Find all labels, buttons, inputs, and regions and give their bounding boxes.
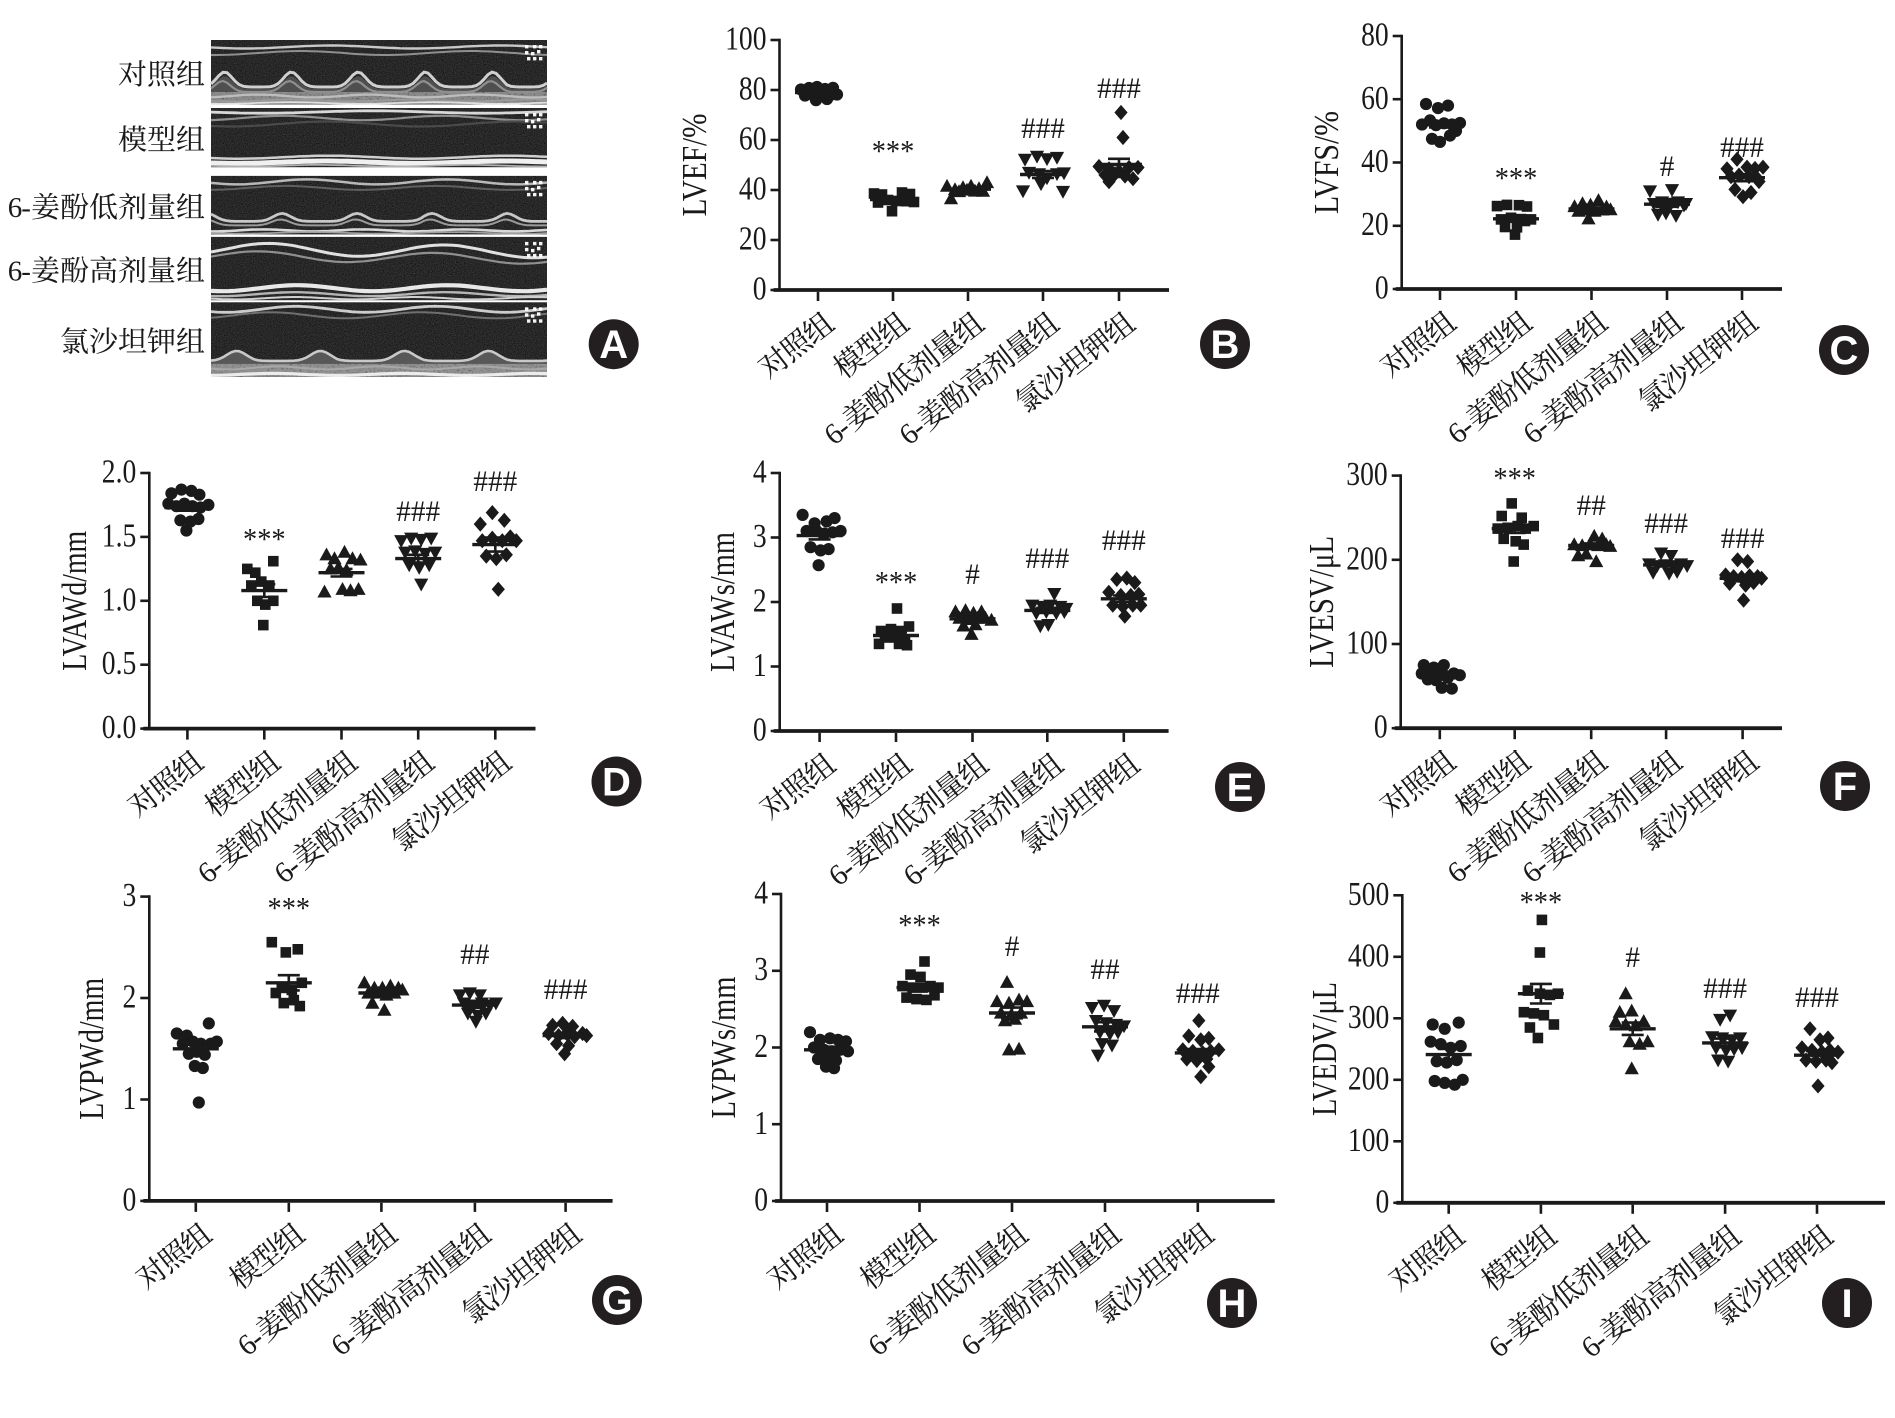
svg-text:C: C bbox=[1830, 329, 1859, 373]
svg-text:***: *** bbox=[1495, 160, 1538, 195]
svg-text:1.5: 1.5 bbox=[102, 517, 137, 554]
svg-text:###: ### bbox=[1021, 112, 1065, 145]
svg-text:100: 100 bbox=[1346, 625, 1387, 662]
svg-text:F: F bbox=[1833, 765, 1857, 809]
svg-text:0: 0 bbox=[1375, 270, 1389, 307]
svg-text:40: 40 bbox=[739, 171, 767, 208]
svg-text:LVAWs/mm: LVAWs/mm bbox=[703, 532, 742, 672]
svg-text:##: ## bbox=[460, 938, 489, 971]
svg-text:400: 400 bbox=[1348, 937, 1389, 974]
svg-text:LVEF/%: LVEF/% bbox=[675, 114, 714, 217]
svg-text:40: 40 bbox=[1361, 143, 1389, 180]
svg-text:1.0: 1.0 bbox=[102, 581, 137, 618]
svg-text:###: ### bbox=[473, 465, 517, 498]
svg-text:###: ### bbox=[1795, 981, 1839, 1014]
svg-text:A: A bbox=[599, 323, 628, 367]
svg-text:###: ### bbox=[1644, 507, 1688, 540]
svg-text:I: I bbox=[1841, 1282, 1852, 1326]
svg-text:###: ### bbox=[1025, 542, 1069, 575]
svg-text:***: *** bbox=[1520, 884, 1563, 919]
svg-text:1: 1 bbox=[754, 1105, 768, 1142]
svg-text:0: 0 bbox=[754, 1182, 768, 1219]
svg-text:2: 2 bbox=[753, 583, 767, 620]
svg-text:###: ### bbox=[544, 973, 588, 1006]
svg-text:#: # bbox=[1005, 930, 1020, 963]
svg-text:***: *** bbox=[1493, 460, 1536, 495]
svg-text:60: 60 bbox=[1361, 80, 1389, 117]
svg-text:LVPWs/mm: LVPWs/mm bbox=[704, 977, 743, 1119]
svg-text:LVFS/%: LVFS/% bbox=[1307, 111, 1346, 214]
svg-text:0: 0 bbox=[1374, 709, 1388, 746]
svg-text:###: ### bbox=[1720, 131, 1764, 164]
svg-text:#: # bbox=[965, 558, 980, 591]
svg-text:##: ## bbox=[1090, 953, 1119, 986]
svg-text:500: 500 bbox=[1348, 876, 1389, 913]
svg-text:2.0: 2.0 bbox=[102, 454, 137, 491]
svg-text:20: 20 bbox=[739, 221, 767, 258]
svg-text:3: 3 bbox=[753, 518, 767, 555]
svg-text:***: *** bbox=[875, 564, 918, 599]
svg-text:LVPWd/mm: LVPWd/mm bbox=[72, 978, 111, 1120]
svg-text:###: ### bbox=[1097, 72, 1141, 105]
svg-text:0: 0 bbox=[753, 712, 767, 749]
svg-text:###: ### bbox=[1102, 524, 1146, 557]
svg-text:#: # bbox=[1660, 150, 1675, 183]
svg-text:#: # bbox=[1625, 941, 1640, 974]
svg-text:2: 2 bbox=[123, 979, 137, 1016]
svg-text:300: 300 bbox=[1348, 999, 1389, 1036]
svg-text:2: 2 bbox=[754, 1028, 768, 1065]
svg-text:LVESV/μL: LVESV/μL bbox=[1302, 536, 1341, 668]
svg-text:0: 0 bbox=[753, 271, 767, 308]
svg-text:60: 60 bbox=[739, 121, 767, 158]
svg-text:4: 4 bbox=[753, 454, 767, 491]
svg-text:G: G bbox=[601, 1279, 632, 1323]
svg-text:***: *** bbox=[243, 521, 286, 556]
svg-text:***: *** bbox=[872, 133, 915, 168]
svg-text:H: H bbox=[1218, 1282, 1247, 1326]
svg-text:80: 80 bbox=[1361, 17, 1389, 54]
svg-text:0: 0 bbox=[123, 1181, 137, 1218]
svg-text:1: 1 bbox=[753, 647, 767, 684]
svg-text:100: 100 bbox=[1348, 1122, 1389, 1159]
svg-text:4: 4 bbox=[754, 875, 768, 912]
svg-text:1: 1 bbox=[123, 1080, 137, 1117]
svg-text:3: 3 bbox=[754, 951, 768, 988]
svg-text:6-: 6- bbox=[8, 192, 31, 224]
svg-text:80: 80 bbox=[739, 71, 767, 108]
svg-text:***: *** bbox=[268, 890, 311, 925]
svg-text:0: 0 bbox=[1376, 1183, 1390, 1220]
svg-text:0.5: 0.5 bbox=[102, 645, 137, 682]
svg-text:6-: 6- bbox=[8, 256, 31, 288]
svg-text:200: 200 bbox=[1348, 1060, 1389, 1097]
svg-text:D: D bbox=[602, 761, 631, 805]
svg-text:LVAWd/mm: LVAWd/mm bbox=[55, 531, 94, 671]
svg-text:B: B bbox=[1211, 323, 1240, 367]
svg-text:LVEDV/μL: LVEDV/μL bbox=[1305, 982, 1344, 1116]
svg-text:300: 300 bbox=[1346, 456, 1387, 493]
svg-text:###: ### bbox=[1721, 522, 1765, 555]
svg-text:100: 100 bbox=[725, 21, 766, 58]
svg-text:E: E bbox=[1227, 766, 1254, 810]
svg-text:##: ## bbox=[1577, 489, 1606, 522]
svg-text:###: ### bbox=[396, 495, 440, 528]
svg-text:0.0: 0.0 bbox=[102, 709, 137, 746]
svg-text:3: 3 bbox=[123, 877, 137, 914]
svg-text:###: ### bbox=[1703, 972, 1747, 1005]
svg-text:200: 200 bbox=[1346, 540, 1387, 577]
svg-text:20: 20 bbox=[1361, 206, 1389, 243]
svg-text:###: ### bbox=[1176, 977, 1220, 1010]
svg-text:***: *** bbox=[898, 907, 941, 942]
